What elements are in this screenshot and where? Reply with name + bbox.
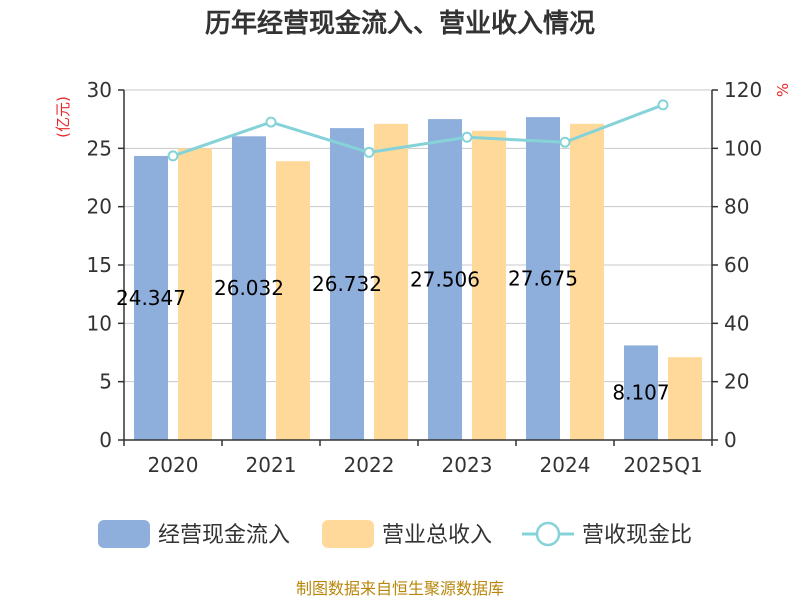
- ratio-point: [167, 150, 179, 162]
- legend-swatch-revenue: [322, 520, 374, 548]
- right-tick-label: 100: [724, 136, 762, 160]
- bar-cash-inflow: [330, 128, 364, 441]
- right-tick-label: 40: [724, 311, 749, 335]
- ratio-point: [559, 136, 571, 148]
- bar-revenue: [178, 148, 212, 441]
- right-tick-label: 120: [724, 78, 762, 102]
- legend-label-ratio: 营收现金比: [582, 523, 692, 548]
- legend-label-revenue: 营业总收入: [382, 523, 492, 548]
- data-labels-group: 24.347 26.032 26.732 27.506 27.675 8.107: [116, 267, 670, 405]
- x-tick-label: 2023: [442, 453, 493, 477]
- legend: 经营现金流入 营业总收入 营收现金比: [98, 520, 692, 548]
- bar-data-label: 26.732: [312, 272, 382, 296]
- source-note: 制图数据来自恒生聚源数据库: [296, 579, 504, 598]
- axes-group: 0 5 10 15 20 25 30 0 20 40 60 80 100 120 2020 2021 2022 2…: [87, 78, 763, 477]
- bar-cash-inflow: [232, 136, 266, 440]
- bars-group: [134, 117, 702, 441]
- chart-title: 历年经营现金流入、营业收入情况: [205, 8, 595, 39]
- left-tick-label: 0: [99, 428, 112, 452]
- bar-cash-inflow: [624, 345, 658, 440]
- right-tick-label: 0: [724, 428, 737, 452]
- right-axis-unit: %: [774, 83, 792, 97]
- right-tick-label: 80: [724, 195, 749, 219]
- ratio-line: [172, 103, 664, 158]
- right-tick-label: 20: [724, 370, 749, 394]
- left-tick-label: 30: [87, 78, 112, 102]
- ratio-point: [363, 146, 375, 158]
- bar-cash-inflow: [526, 117, 560, 440]
- left-tick-label: 25: [87, 136, 112, 160]
- ratio-point: [461, 131, 473, 143]
- x-tick-label: 2025Q1: [623, 453, 702, 477]
- x-tick-label: 2021: [246, 453, 297, 477]
- ratio-point: [657, 99, 669, 111]
- x-tick-label: 2022: [344, 453, 395, 477]
- left-tick-label: 5: [99, 370, 112, 394]
- left-tick-label: 15: [87, 253, 112, 277]
- bar-revenue: [374, 123, 408, 440]
- bar-revenue: [668, 357, 702, 440]
- bar-revenue: [472, 130, 506, 441]
- bar-cash-inflow: [428, 119, 462, 440]
- bar-revenue: [276, 161, 310, 440]
- bar-data-label: 27.506: [410, 268, 480, 292]
- bar-data-label: 26.032: [214, 276, 284, 300]
- left-tick-label: 10: [87, 311, 112, 335]
- x-tick-label: 2020: [148, 453, 199, 477]
- grid-lines: [124, 89, 712, 383]
- legend-label-cash-inflow: 经营现金流入: [158, 523, 290, 548]
- right-tick-label: 60: [724, 253, 749, 277]
- ratio-point: [265, 116, 277, 128]
- ratio-line-group: [167, 99, 669, 162]
- x-tick-label: 2024: [540, 453, 591, 477]
- bar-revenue: [570, 123, 604, 440]
- bar-data-label: 27.675: [508, 267, 578, 291]
- left-axis-unit: (亿元): [54, 96, 72, 138]
- left-tick-label: 20: [87, 195, 112, 219]
- bar-data-label: 8.107: [612, 381, 669, 405]
- bar-cash-inflow: [134, 155, 168, 440]
- legend-swatch-ratio-marker: [535, 521, 561, 547]
- legend-swatch-cash-inflow: [98, 520, 150, 548]
- bar-data-label: 24.347: [116, 286, 186, 310]
